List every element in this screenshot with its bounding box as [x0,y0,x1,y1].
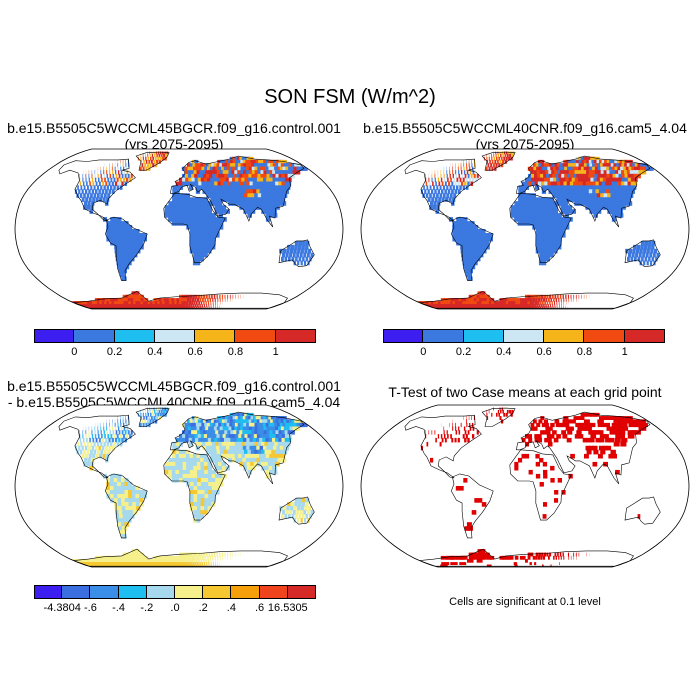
panel2-years: (yrs 2075-2095) [475,136,575,152]
colorbar-label: 0 [420,346,427,358]
panel2-case-name: b.e15.B5505C5WCCML40CNR.f09_g16.cam5_4.0… [363,120,687,136]
coastline-south-america [104,216,148,281]
coastline-south-america [450,216,494,281]
colorbar-label: .0 [170,602,180,614]
colorbar-box [175,585,204,599]
colorbar-case1: 0 0.2 0.4 0.6 0.8 1 [34,329,316,359]
coastline-greenland [481,407,516,427]
colorbar-box [463,329,504,343]
colorbar-label: -.6 [83,602,97,614]
colorbar-label: 0.2 [106,346,123,358]
coastline-africa [163,449,226,521]
colorbar-label: 1 [272,346,279,358]
coastline-eurasia [516,411,651,485]
colorbar-label: 0.6 [187,346,203,358]
coastline-south-america [104,473,148,539]
coastline-north-america [404,158,482,222]
colorbar-label: -.2 [140,602,154,614]
colorbar-box [423,329,464,343]
coastline-australia [624,496,661,525]
panel3-case-a: b.e15.B5505C5WCCML45BGCR.f09_g16.control… [7,378,341,394]
colorbar-box [74,329,115,343]
map-outline [14,148,344,310]
colorbar-label: .6 [255,602,265,614]
coastline-australia [278,496,315,525]
colorbar-label: 0.4 [147,346,163,358]
colorbar-box [203,585,232,599]
map-case2 [360,148,690,310]
coastline-africa [509,449,572,521]
colorbar-label: 0.6 [536,346,552,358]
colorbar-label: 0.8 [576,346,593,358]
colorbar-box [235,329,276,343]
map-case1 [14,148,344,310]
significance-footnote: Cells are significant at 0.1 level [449,596,601,608]
colorbar-case2: 0 0.2 0.4 0.6 0.8 1 [383,329,665,359]
colorbar-box [154,329,196,343]
coastline-australia [624,239,661,268]
colorbar-box [62,585,91,599]
field-cells [58,151,315,309]
coastline-greenland [135,151,170,171]
map-outline [14,404,344,568]
panel2-title: b.e15.B5505C5WCCML40CNR.f09_g16.cam5_4.0… [352,120,698,152]
map-difference [14,404,344,568]
colorbar-label: -4.3804 [43,602,81,614]
colorbar-box [34,585,63,599]
coastline-north-america [404,414,482,479]
colorbar-box [195,329,236,343]
colorbar-label: 1 [621,346,628,358]
figure-title: SON FSM (W/m^2) [264,86,436,108]
ocean [361,405,689,567]
colorbar-box [118,585,147,599]
colorbar-box [114,329,155,343]
coastline-eurasia [170,411,305,485]
coastline-greenland [135,407,170,427]
map-outline [360,404,690,568]
coastline-north-america [58,414,136,479]
colorbar-box [275,329,316,343]
colorbar-box [146,585,175,599]
colorbar-box [544,329,585,343]
colorbar-label: 0.4 [496,346,512,358]
coastline-eurasia [170,155,305,228]
colorbar-box [624,329,665,343]
coastline-south-america [450,473,494,539]
panel1-years: (yrs 2075-2095) [124,136,224,152]
coastline-eurasia [516,155,651,228]
colorbar-box [90,585,119,599]
colorbar-label: .2 [198,602,208,614]
coastline-africa [509,192,572,263]
coastline-australia [278,239,315,268]
colorbar-box [259,585,288,599]
colorbar-box [34,329,75,343]
coastline-africa [163,192,226,263]
panel4-title: T-Test of two Case means at each grid po… [388,384,662,400]
panel1-case-name: b.e15.B5505C5WCCML45BGCR.f09_g16.control… [7,120,341,136]
colorbar-box [503,329,545,343]
colorbar-difference: -4.3804 -.6 -.4 -.2 .0 .2 .4 .6 16.5305 [34,585,316,615]
field-cells [58,407,315,567]
colorbar-box [231,585,260,599]
coastline-greenland [481,151,516,171]
colorbar-label: 16.5305 [267,602,308,614]
map-ttest [360,404,690,568]
panel1-title: b.e15.B5505C5WCCML45BGCR.f09_g16.control… [4,120,344,152]
colorbar-box [287,585,316,599]
coastline-north-america [58,158,136,222]
colorbar-label: 0 [71,346,78,358]
colorbar-label: -.4 [112,602,126,614]
colorbar-box [383,329,424,343]
colorbar-label: 0.8 [227,346,244,358]
colorbar-box [584,329,625,343]
field-cells [404,407,661,567]
colorbar-label: .4 [226,602,236,614]
field-cells [404,151,661,309]
colorbar-label: 0.2 [455,346,472,358]
map-outline [360,148,690,310]
